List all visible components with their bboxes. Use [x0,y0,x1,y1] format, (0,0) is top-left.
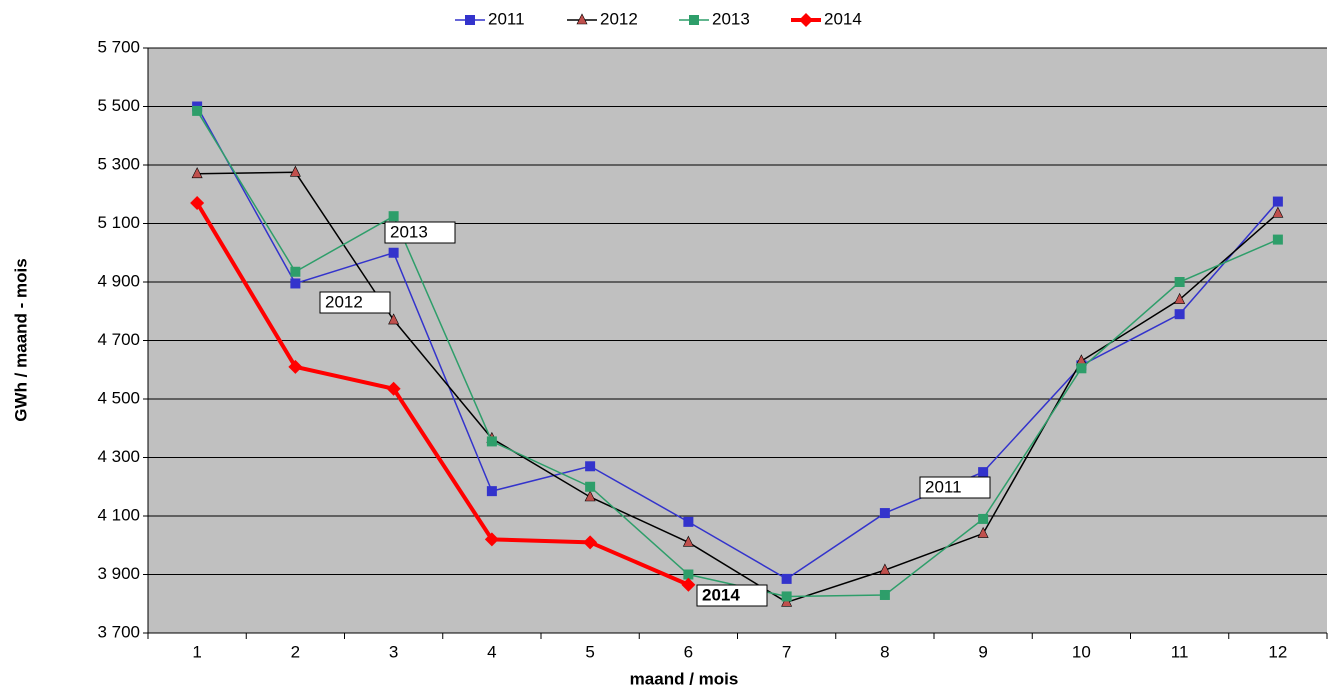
annotation-box [319,291,391,314]
annotation: 2012 [325,292,363,311]
y-tick-label: 4 100 [97,505,140,524]
marker [585,461,596,472]
legend-marker [465,15,475,25]
marker [682,535,694,547]
marker [879,589,890,600]
marker [683,569,694,580]
y-tick-label: 5 300 [97,154,140,173]
annotation-box [384,221,456,244]
legend-label: 2011 [488,9,525,28]
annotation: 2011 [925,477,962,496]
annotation: 2014 [702,585,740,604]
marker [484,532,499,547]
marker [584,490,596,502]
y-tick-label: 3 700 [97,622,140,641]
legend-label: 2012 [600,9,638,28]
x-tick-label: 5 [585,642,594,661]
marker [1272,234,1283,245]
marker [386,381,401,396]
marker [879,508,890,519]
marker [288,359,303,374]
y-tick-label: 5 500 [97,96,140,115]
series-line [195,201,690,587]
x-tick-label: 2 [291,642,300,661]
marker [388,313,400,325]
marker [1076,363,1087,374]
y-axis-title: GWh / maand - mois [11,258,30,421]
marker [977,526,989,538]
marker [486,486,497,497]
marker [1272,196,1283,207]
x-tick-label: 11 [1171,642,1189,661]
x-tick-label: 9 [978,642,987,661]
marker [683,516,694,527]
x-tick-label: 3 [389,642,398,661]
legend-marker [799,13,813,27]
marker [388,211,399,222]
marker [191,167,203,179]
y-tick-label: 4 900 [97,271,140,290]
x-tick-label: 8 [880,642,889,661]
x-tick-label: 12 [1268,642,1287,661]
annotation-box [919,476,991,499]
marker [781,591,792,602]
annotation: 2013 [390,222,428,241]
y-tick-label: 5 700 [97,37,140,56]
legend-label: 2013 [712,9,750,28]
marker [1174,292,1186,304]
marker [781,573,792,584]
marker [1174,309,1185,320]
marker [190,196,205,211]
marker [585,481,596,492]
y-tick-label: 3 900 [97,564,140,583]
marker [192,105,203,116]
marker [1174,277,1185,287]
marker [1272,206,1284,218]
series-line [196,106,1279,580]
legend-label: 2014 [824,9,862,28]
marker [486,436,497,447]
x-tick-label: 10 [1072,642,1091,661]
x-tick-label: 7 [782,642,791,661]
marker [681,577,696,592]
marker [978,513,989,524]
y-tick-label: 4 700 [97,330,140,349]
x-tick-label: 4 [487,642,496,661]
x-tick-label: 6 [684,642,693,661]
legend-marker [576,13,588,25]
x-axis-title: maand / mois [630,669,739,688]
marker [978,467,989,478]
y-tick-label: 4 300 [97,447,140,466]
annotation-box [696,584,768,607]
marker [583,535,598,550]
marker [388,247,399,258]
x-tick-label: 1 [192,642,201,661]
marker [289,165,301,177]
legend-marker [689,15,699,25]
marker [290,278,301,289]
marker [879,563,891,575]
marker [290,266,301,277]
y-tick-label: 4 500 [97,388,140,407]
y-tick-label: 5 100 [97,213,140,232]
